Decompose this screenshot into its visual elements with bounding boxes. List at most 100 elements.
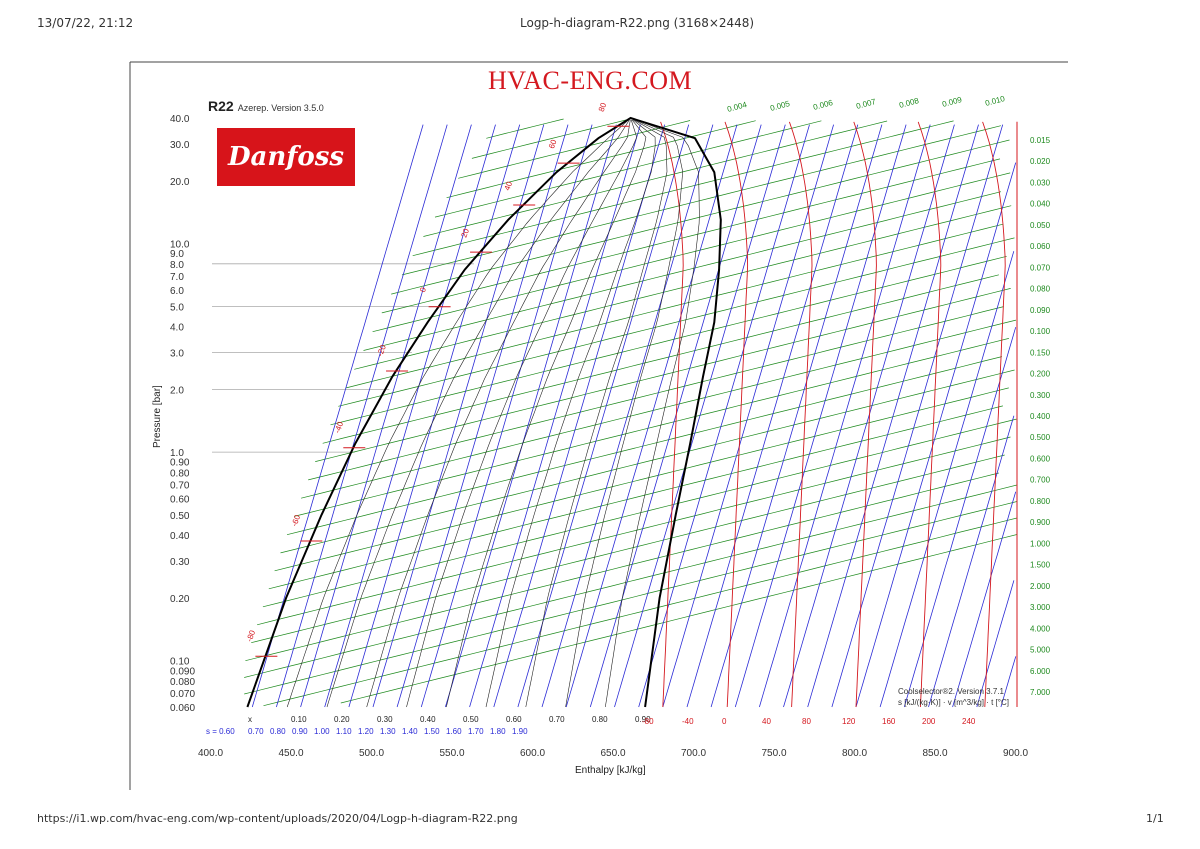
quality-label: 0.50 <box>463 715 479 724</box>
y-tick-label: 0.50 <box>170 511 190 522</box>
temperature-label: 200 <box>922 717 936 726</box>
y-tick-label: 0.90 <box>170 458 190 469</box>
temperature-label: 240 <box>962 717 976 726</box>
temperature-label: 40 <box>762 717 771 726</box>
volume-label-right: 6.000 <box>1030 667 1051 676</box>
entropy-label: 1.40 <box>402 727 418 736</box>
temperature-label: -40 <box>682 717 694 726</box>
y-tick-label: 0.080 <box>170 677 195 688</box>
quality-line <box>485 119 656 708</box>
isentrope-line <box>686 124 859 708</box>
isochore-line <box>301 319 1017 499</box>
isochore-line <box>412 120 954 257</box>
isentrope-line <box>879 251 1015 708</box>
volume-label-right: 0.200 <box>1030 370 1051 379</box>
saturation-dome <box>246 116 722 708</box>
isentrope-line <box>300 124 472 708</box>
entropy-label: s = 0.60 <box>206 727 235 736</box>
volume-label-right: 1.500 <box>1030 561 1051 570</box>
isentrope-line <box>1000 656 1017 708</box>
isotherm-line <box>917 121 942 708</box>
isentrope-line <box>565 124 738 708</box>
software-label: Coolselector®2. Version 3.7.1 <box>898 687 1004 696</box>
y-tick-label: 0.060 <box>170 703 195 714</box>
quality-label: 0.20 <box>334 715 350 724</box>
isentrope-line <box>855 162 1017 708</box>
danfoss-logo: Danfoss <box>217 128 355 186</box>
quality-label: 0.40 <box>420 715 436 724</box>
y-tick-label: 0.60 <box>170 494 190 505</box>
isentrope-line <box>251 124 424 708</box>
isochore-line <box>268 405 1003 590</box>
quality-label: x <box>248 715 252 724</box>
isochore-line <box>446 120 756 199</box>
isochore-line <box>280 369 1015 554</box>
isentrope-line <box>783 124 955 708</box>
isentrope-line <box>638 124 810 708</box>
volume-label-right: 5.000 <box>1030 646 1051 655</box>
sat-temperature-label: 20 <box>459 227 471 239</box>
isochore-line <box>423 120 888 237</box>
volume-label-right: 0.700 <box>1030 476 1051 485</box>
isochore-line <box>391 139 1010 295</box>
isentrope-line <box>445 124 617 708</box>
volume-label-right: 0.080 <box>1030 285 1051 294</box>
isentrope-line <box>807 124 979 708</box>
isentrope-line <box>493 124 665 708</box>
volume-label-top: 0.004 <box>726 100 748 114</box>
y-tick-label: 2.0 <box>170 385 184 396</box>
isentrope-line <box>952 491 1017 708</box>
entropy-label: 1.20 <box>358 727 374 736</box>
isotherm-line <box>724 121 749 708</box>
sat-temperature-label: -20 <box>375 343 388 357</box>
temperature-label: 160 <box>882 717 896 726</box>
entropy-label: 1.00 <box>314 727 330 736</box>
quality-label: 0.30 <box>377 715 393 724</box>
x-tick-label: 700.0 <box>681 748 706 759</box>
quality-label: 0.60 <box>506 715 522 724</box>
isentrope-line <box>662 124 834 708</box>
entropy-label: 0.80 <box>270 727 286 736</box>
isentrope-line <box>928 415 1015 708</box>
volume-label-right: 0.050 <box>1030 221 1051 230</box>
volume-label-top: 0.010 <box>984 94 1006 108</box>
isochore-line <box>401 125 1001 276</box>
sat-temperature-label: 80 <box>597 101 609 113</box>
brand-title: HVAC-ENG.COM <box>488 66 693 95</box>
entropy-label: 1.30 <box>380 727 396 736</box>
x-tick-label: 750.0 <box>762 748 787 759</box>
isochore-line <box>274 387 1009 572</box>
isochore-line <box>434 120 822 218</box>
temperature-label: 80 <box>802 717 811 726</box>
isentrope-line <box>976 580 1015 708</box>
isochore-line <box>330 255 1007 426</box>
isochore-line <box>245 472 999 662</box>
y-tick-label: 30.0 <box>170 140 190 151</box>
volume-label-right: 0.500 <box>1030 433 1051 442</box>
y-tick-label: 4.0 <box>170 323 184 334</box>
isentrope-line <box>710 124 883 708</box>
y-tick-label: 0.30 <box>170 557 190 568</box>
volume-label-right: 0.070 <box>1030 263 1051 272</box>
isentrope-line <box>903 327 1017 708</box>
volume-label-right: 7.000 <box>1030 688 1051 697</box>
isotherm-line <box>853 121 877 708</box>
entropy-label: 0.70 <box>248 727 264 736</box>
isochore-line <box>315 288 1011 462</box>
volume-label-right: 0.800 <box>1030 497 1051 506</box>
volume-label-top: 0.008 <box>898 96 920 110</box>
isentrope-line <box>324 124 496 708</box>
y-tick-label: 5.0 <box>170 302 184 313</box>
isochore-line <box>263 517 1018 707</box>
isochore-line <box>257 436 1011 626</box>
isentrope-line <box>372 124 545 708</box>
quality-line <box>446 119 647 708</box>
x-tick-label: 900.0 <box>1003 748 1028 759</box>
volume-label-top: 0.007 <box>855 97 877 111</box>
quality-line <box>605 119 700 708</box>
isentrope-line <box>759 124 931 708</box>
temperature-label: 0 <box>722 717 727 726</box>
y-tick-label: 1.0 <box>170 448 184 459</box>
print-url[interactable]: https://i1.wp.com/hvac-eng.com/wp-conten… <box>37 812 518 825</box>
y-tick-label: 0.10 <box>170 657 190 668</box>
